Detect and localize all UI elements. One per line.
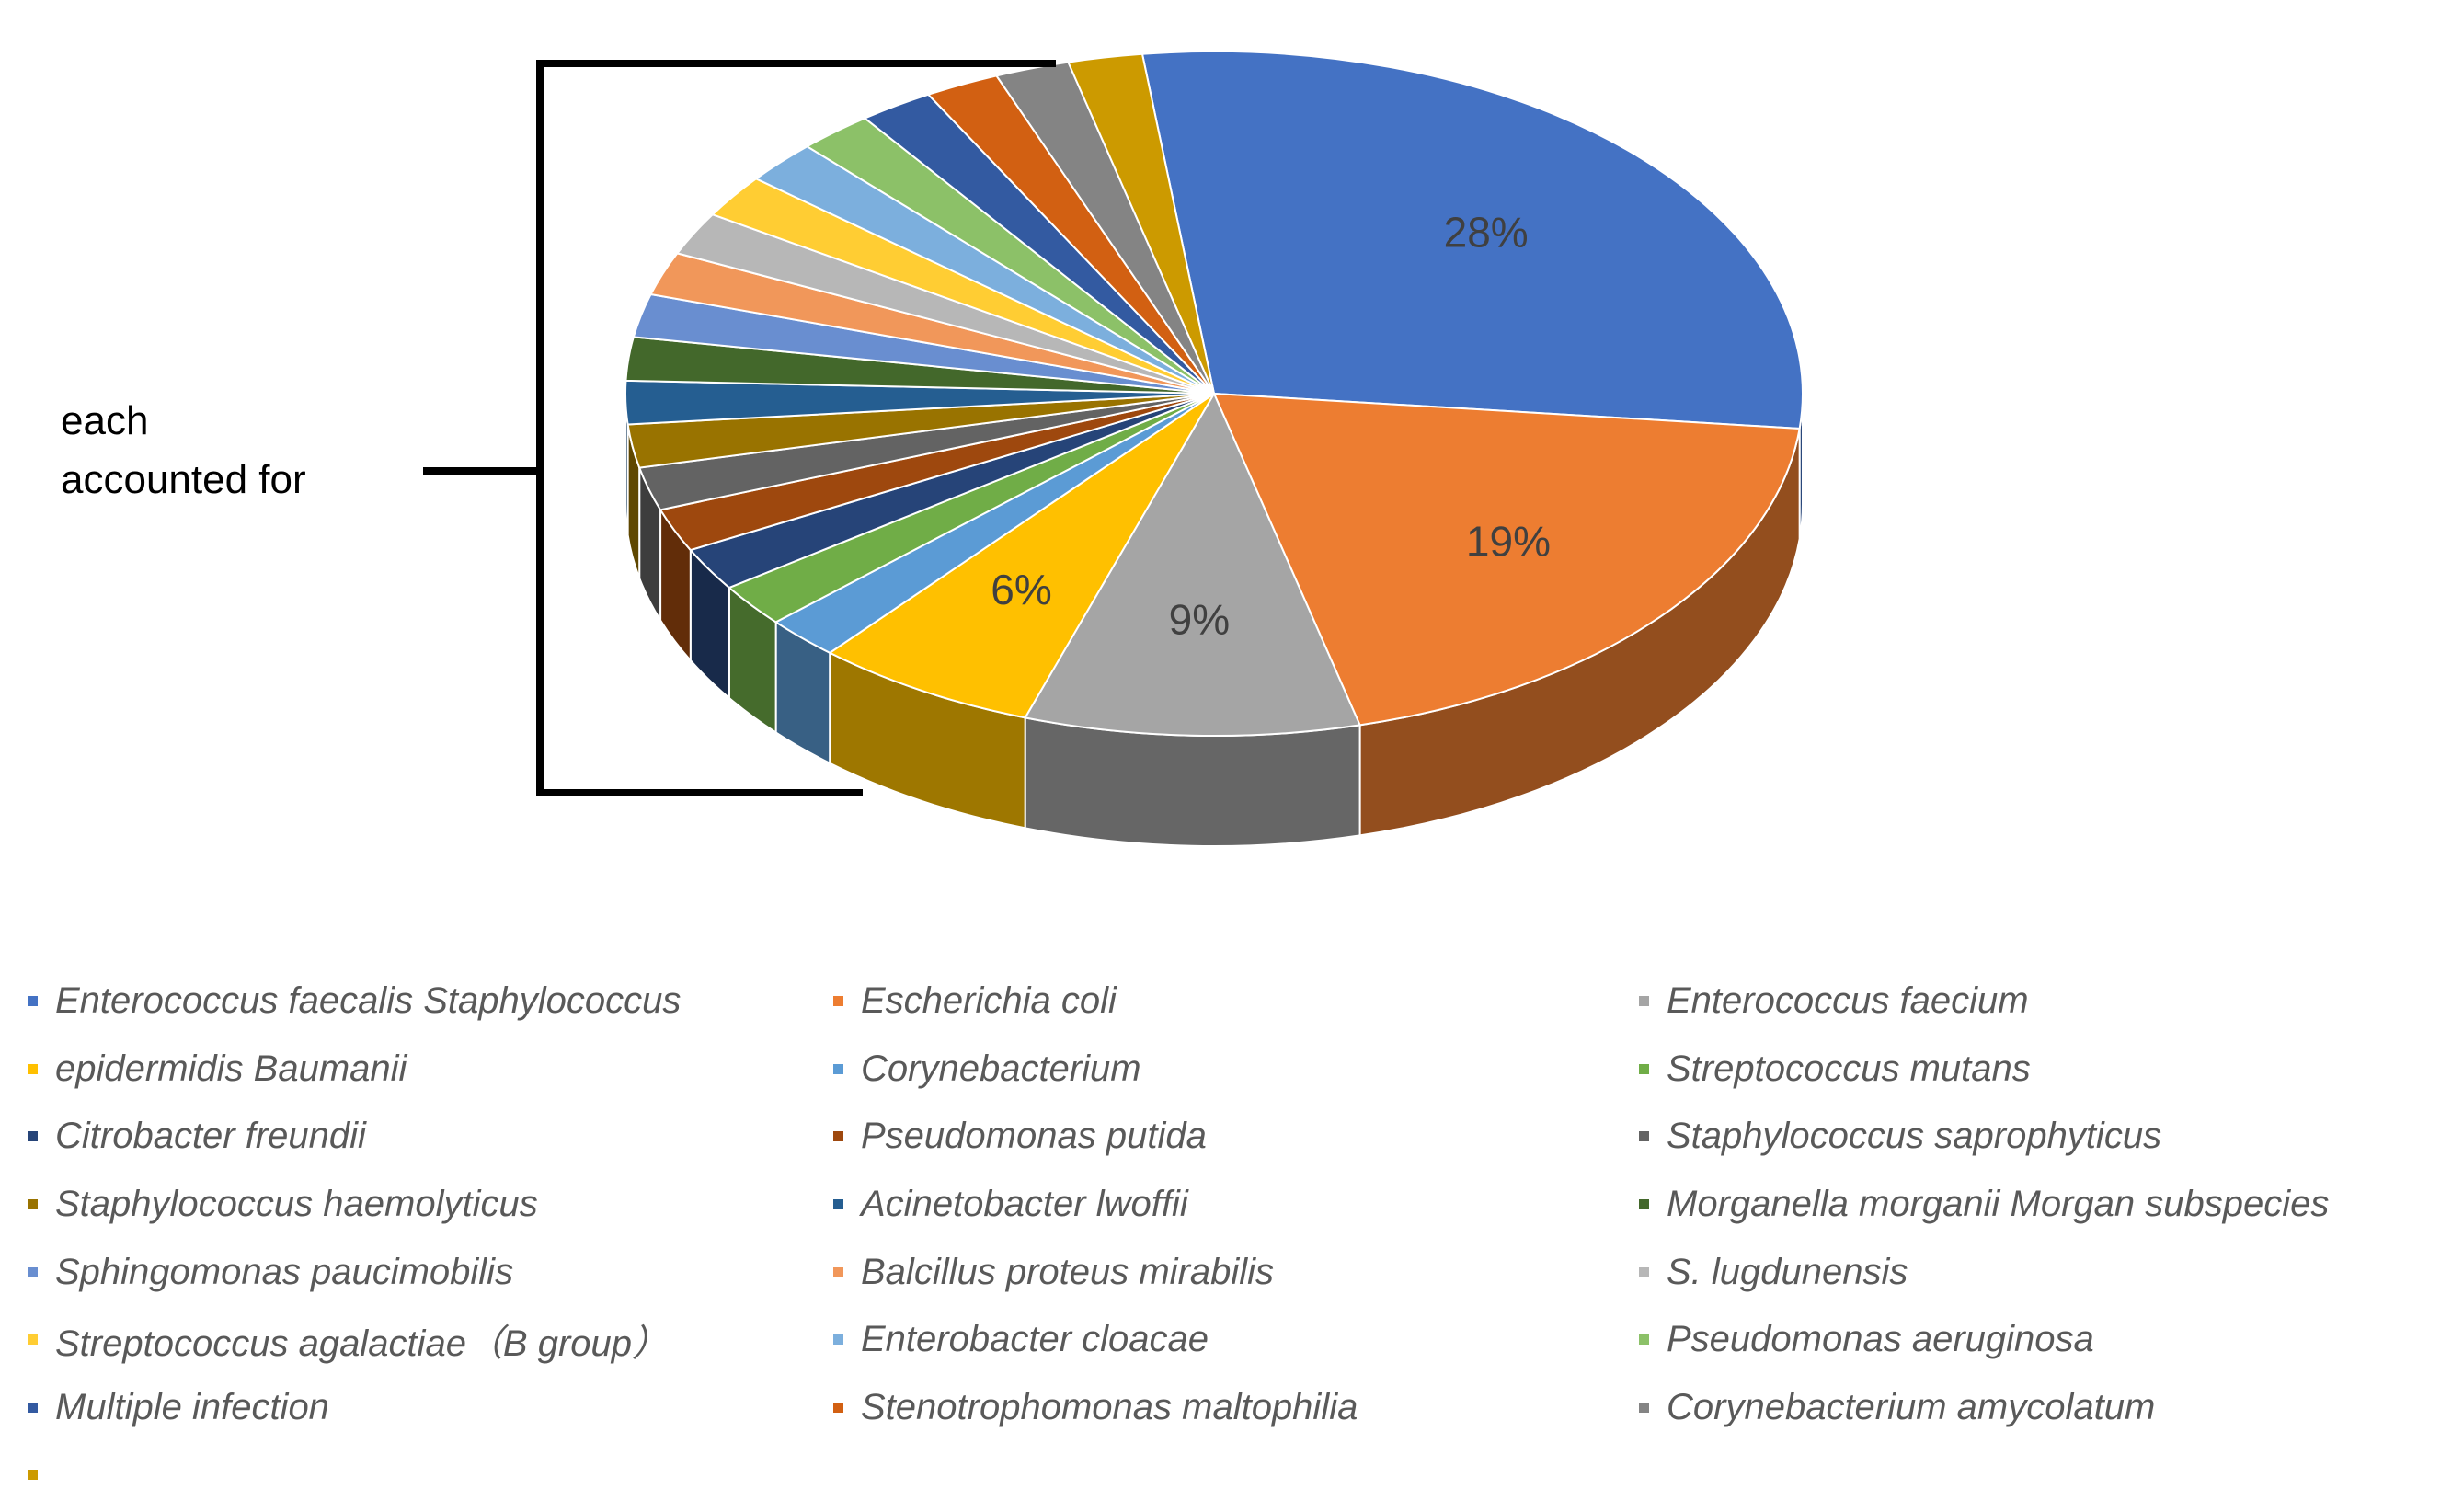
legend-swatch (1639, 1063, 1649, 1074)
legend-label: Staphylococcus haemolyticus (55, 1184, 538, 1225)
annotation-bracket (423, 60, 1056, 796)
legend-label: Multiple infection (55, 1386, 329, 1427)
legend-swatch (28, 1402, 38, 1413)
legend-label: Escherichia coli (861, 980, 1117, 1022)
pie-top (624, 51, 1804, 737)
legend-swatch (28, 1063, 38, 1074)
pie-slice-2 (1212, 392, 1801, 727)
pie-data-label-3: 9% (1169, 595, 1230, 643)
legend-label: Corynebacterium amycolatum (1667, 1386, 2156, 1427)
legend-item: Staphylococcus haemolyticus (22, 1171, 828, 1239)
legend-label: Staphylococcus saprophyticus (1667, 1116, 2162, 1157)
legend-item: epidermidis Baumanii (22, 1036, 828, 1104)
pie-slice-22 (1066, 52, 1215, 395)
legend-swatch (833, 1199, 843, 1210)
legend-swatch (1639, 1402, 1649, 1413)
legend-item: Balcillus proteus mirabilis (828, 1238, 1633, 1306)
legend-item: S. lugdunensis (1633, 1238, 2441, 1306)
legend-label: Sphingomonas paucimobilis (55, 1251, 514, 1292)
legend-item: Streptococcus mutans (1633, 1036, 2441, 1104)
legend-swatch (28, 1470, 38, 1481)
legend-swatch (1639, 1266, 1649, 1277)
legend-label: S. lugdunensis (1667, 1251, 1908, 1292)
legend-item: Citrobacter freundii (22, 1103, 828, 1171)
pie-slice-3 (1024, 391, 1362, 737)
legend-label: Streptococcus agalactiae（B group） (55, 1323, 670, 1364)
legend-item: Sphingomonas paucimobilis (22, 1238, 828, 1306)
legend-item: Multiple infection (22, 1374, 828, 1442)
pie-slice-1 (1140, 51, 1804, 430)
legend-item: Pseudomonas aeruginosa (1633, 1306, 2441, 1374)
legend-label: Citrobacter freundii (55, 1116, 366, 1157)
legend-item: Streptococcus agalactiae（B group） (22, 1306, 828, 1374)
annotation-line-2: accounted for (61, 457, 306, 502)
legend-swatch (1639, 996, 1649, 1007)
legend-swatch (833, 996, 843, 1007)
legend-label: Morganella morganii Morgan subspecies (1667, 1184, 2330, 1225)
legend-item: Corynebacterium (828, 1036, 1633, 1104)
legend-label: epidermidis Baumanii (55, 1048, 407, 1089)
annotation-text: each accounted for (61, 392, 410, 510)
legend-item: Pseudomonas putida (828, 1103, 1633, 1171)
legend-swatch (833, 1334, 843, 1346)
annotation-line-1: each (61, 398, 149, 443)
legend-item: Enterobacter cloacae (828, 1306, 1633, 1374)
legend-label: Pseudomonas aeruginosa (1667, 1319, 2094, 1360)
legend-swatch (28, 1199, 38, 1210)
legend-item: Staphylococcus saprophyticus (1633, 1103, 2441, 1171)
legend-swatch (28, 1266, 38, 1277)
legend-item: Enterococcus faecium (1633, 968, 2441, 1036)
legend-label: Stenotrophomonas maltophilia (861, 1386, 1358, 1427)
legend-item: Corynebacterium amycolatum (1633, 1374, 2441, 1442)
legend-swatch (833, 1131, 843, 1142)
pie-data-label-2: 19% (1466, 517, 1551, 565)
legend-item: Acinetobacter lwoffii (828, 1171, 1633, 1239)
legend-swatch (1639, 1199, 1649, 1210)
legend-swatch (1639, 1334, 1649, 1346)
legend-swatch (28, 1131, 38, 1142)
legend-swatch (833, 1402, 843, 1413)
legend-label: Enterobacter cloacae (861, 1319, 1209, 1360)
legend-swatch (1639, 1131, 1649, 1142)
pie-sides (624, 393, 1804, 847)
legend-item: Escherichia coli (828, 968, 1633, 1036)
legend-label: Balcillus proteus mirabilis (861, 1251, 1275, 1292)
legend-swatch (833, 1063, 843, 1074)
legend-label: Acinetobacter lwoffii (861, 1184, 1188, 1225)
legend-item: Morganella morganii Morgan subspecies (1633, 1171, 2441, 1239)
chart-legend: Enterococcus faecalis Staphylococcus Esch… (22, 968, 2441, 1509)
pie-data-label-4: 6% (991, 566, 1051, 613)
pie-data-label-1: 28% (1444, 209, 1529, 257)
legend-label: Enterococcus faecalis Staphylococcus (55, 980, 682, 1022)
legend-swatch (28, 1334, 38, 1346)
legend-item: Stenotrophomonas maltophilia (828, 1374, 1633, 1442)
legend-swatch (28, 996, 38, 1007)
legend-swatch (833, 1266, 843, 1277)
legend-label: Streptococcus mutans (1667, 1048, 2031, 1089)
pie-side-3 (1024, 716, 1361, 847)
pie-data-labels: 28% 19% 9% 6% (991, 209, 1551, 644)
legend-label: Enterococcus faecium (1667, 980, 2029, 1022)
legend-label: Corynebacterium (861, 1048, 1141, 1089)
legend-item (22, 1441, 828, 1509)
pie-slice-4 (828, 393, 1215, 719)
legend-label: Pseudomonas putida (861, 1116, 1207, 1157)
legend-item: Enterococcus faecalis Staphylococcus (22, 968, 828, 1036)
